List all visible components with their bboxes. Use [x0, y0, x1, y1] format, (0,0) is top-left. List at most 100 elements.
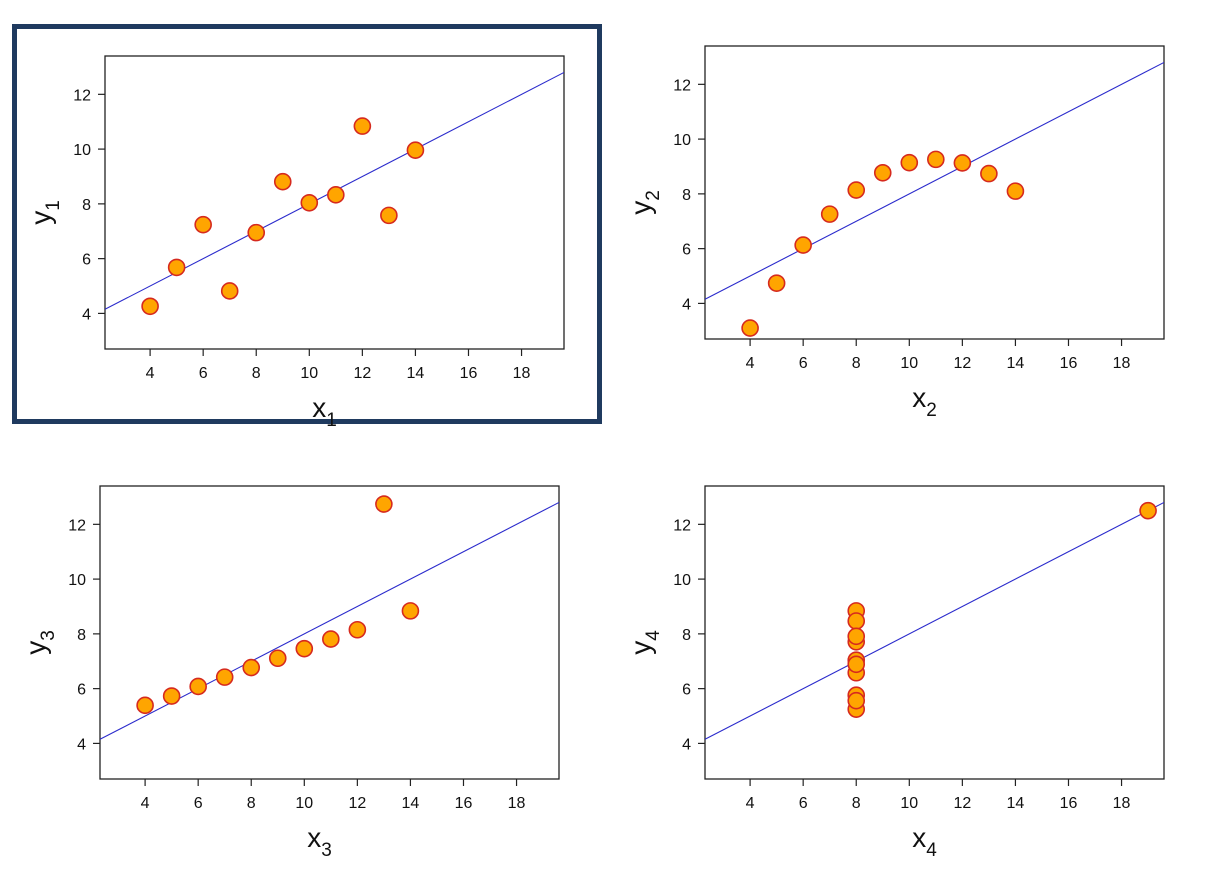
- x-tick-label: 6: [194, 795, 203, 812]
- x-tick-label: 4: [141, 795, 150, 812]
- data-point: [980, 164, 998, 183]
- data-point: [220, 282, 239, 300]
- x-axis-title-sub: 4: [926, 840, 937, 861]
- x-tick-label: 6: [199, 365, 208, 382]
- y-tick-label: 4: [682, 736, 691, 753]
- chart-panel-1[interactable]: 4 6 8 10 12 14 16 18 4 6 8 10 12 x1 y1: [12, 24, 602, 431]
- y-tick-label: 12: [673, 517, 691, 534]
- y-tick-label: 6: [682, 242, 691, 259]
- y-axis-title: y1: [25, 200, 64, 225]
- y-tick-label: 12: [673, 77, 691, 94]
- data-point: [380, 206, 398, 225]
- x-axis-title-main: x: [912, 382, 926, 413]
- x-tick-label: 14: [402, 795, 420, 812]
- chart-panel-4: 4 6 8 10 12 14 16 18 4 6 8 10 12 x4 y4: [617, 459, 1207, 861]
- plot-frame: [704, 45, 1165, 340]
- data-point: [406, 141, 425, 159]
- x-tick-label: 12: [953, 355, 971, 372]
- y-tick-label: 4: [82, 306, 91, 323]
- y-axis-title-sub: 1: [43, 200, 64, 211]
- x-tick-label: 4: [746, 795, 755, 812]
- data-point: [794, 236, 812, 254]
- data-point: [327, 186, 345, 204]
- data-point: [348, 620, 367, 639]
- y-tick-label: 6: [82, 252, 91, 269]
- y-axis-title-sub: 3: [38, 630, 59, 641]
- x-tick-label: 10: [300, 365, 318, 382]
- x-axis-title-main: x: [312, 392, 326, 423]
- plot-frame: [104, 55, 565, 350]
- x-tick-label: 16: [1060, 795, 1078, 812]
- data-point: [820, 205, 839, 223]
- data-point: [189, 677, 207, 696]
- x-tick-label: 12: [348, 795, 366, 812]
- x-tick-label: 18: [1113, 795, 1131, 812]
- x-tick-label: 18: [508, 795, 526, 812]
- x-tick-label: 14: [407, 365, 425, 382]
- data-point: [847, 627, 866, 646]
- data-point: [162, 687, 181, 705]
- x-tick-label: 10: [295, 795, 313, 812]
- x-axis-title: x2: [912, 382, 937, 421]
- data-point: [741, 319, 759, 337]
- x-axis-title-sub: 2: [926, 400, 937, 421]
- chart-panel-2: 4 6 8 10 12 14 16 18 4 6 8 10 12 x2 y2: [617, 19, 1207, 421]
- data-point: [273, 172, 292, 191]
- data-point: [295, 639, 314, 658]
- data-point: [194, 215, 212, 234]
- y-axis-title-main: y: [625, 201, 656, 215]
- y-tick-label: 8: [682, 187, 691, 204]
- x-axis-title: x4: [912, 822, 937, 861]
- y-axis-title-main: y: [625, 641, 656, 655]
- y-axis-title-sub: 2: [643, 190, 664, 201]
- data-point: [927, 150, 945, 169]
- data-point: [242, 658, 261, 677]
- data-point: [322, 630, 340, 648]
- x-tick-label: 4: [146, 365, 155, 382]
- data-point: [847, 655, 866, 674]
- y-axis-title-main: y: [20, 641, 51, 655]
- data-point: [247, 223, 266, 242]
- y-axis-title: y4: [625, 630, 664, 655]
- y-tick-label: 6: [682, 682, 691, 699]
- data-point: [353, 117, 372, 135]
- x-tick-label: 6: [799, 795, 808, 812]
- x-axis-title-sub: 3: [321, 840, 332, 861]
- data-point: [847, 181, 866, 199]
- x-tick-label: 10: [900, 795, 918, 812]
- x-tick-label: 8: [852, 355, 861, 372]
- x-tick-label: 18: [1113, 355, 1131, 372]
- data-point: [141, 297, 159, 316]
- x-axis-title-main: x: [307, 822, 321, 853]
- y-tick-label: 4: [682, 296, 691, 313]
- regression-line: [705, 61, 1164, 300]
- y-tick-label: 12: [68, 517, 86, 534]
- x-tick-label: 16: [460, 365, 478, 382]
- x-axis-title-sub: 1: [326, 410, 337, 431]
- y-tick-label: 10: [68, 572, 86, 589]
- y-tick-label: 4: [77, 736, 86, 753]
- data-point: [767, 274, 786, 292]
- x-tick-label: 12: [953, 795, 971, 812]
- data-point: [136, 696, 154, 715]
- data-point: [847, 612, 866, 630]
- x-tick-label: 10: [900, 355, 918, 372]
- x-tick-label: 8: [852, 795, 861, 812]
- y-axis-title: y2: [625, 190, 664, 215]
- data-point: [953, 154, 972, 172]
- x-tick-label: 4: [746, 355, 755, 372]
- data-point: [847, 691, 866, 710]
- x-tick-label: 8: [247, 795, 256, 812]
- x-tick-label: 16: [1060, 355, 1078, 372]
- y-tick-label: 12: [73, 87, 91, 104]
- data-point: [375, 495, 393, 513]
- x-tick-label: 18: [513, 365, 531, 382]
- plot-frame: [704, 485, 1165, 780]
- x-tick-label: 14: [1007, 355, 1025, 372]
- y-tick-label: 10: [73, 142, 91, 159]
- data-point: [873, 163, 892, 182]
- data-point: [215, 668, 234, 686]
